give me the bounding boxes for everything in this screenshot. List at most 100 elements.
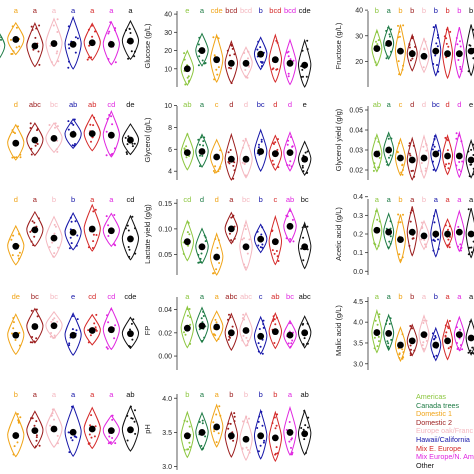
y-axis-label: pH xyxy=(143,424,152,434)
data-point xyxy=(17,420,20,423)
significance-letter: a xyxy=(71,390,76,399)
violin xyxy=(239,137,253,179)
data-point xyxy=(204,236,207,239)
data-point xyxy=(56,18,59,21)
violin xyxy=(442,318,454,361)
data-point xyxy=(72,123,75,126)
median-point xyxy=(12,432,20,439)
median-point xyxy=(183,238,191,246)
data-point xyxy=(203,336,206,339)
data-point xyxy=(455,164,458,167)
data-point xyxy=(183,52,186,55)
data-point xyxy=(183,331,185,334)
data-point xyxy=(214,318,217,321)
data-point xyxy=(444,136,447,139)
data-point xyxy=(111,414,114,417)
data-point xyxy=(131,145,134,148)
panel-r2c3: 0.02 0.03 0.04 0.05 Glycerol yield (g/g) ab a c… xyxy=(334,100,474,181)
data-point xyxy=(448,320,451,322)
data-point xyxy=(68,47,71,50)
significance-letter: b xyxy=(410,292,414,301)
data-point xyxy=(302,75,304,78)
data-point xyxy=(232,439,235,442)
violin xyxy=(297,221,312,270)
data-point xyxy=(229,316,232,319)
data-point xyxy=(385,323,387,325)
data-point xyxy=(73,144,76,147)
data-point xyxy=(87,56,90,59)
median-point xyxy=(50,234,58,242)
data-point xyxy=(11,25,14,28)
y-tick-label: 0.02 xyxy=(349,168,363,175)
data-point xyxy=(125,151,128,154)
data-point xyxy=(217,338,220,340)
significance-letter: a xyxy=(387,6,392,15)
data-point xyxy=(425,339,428,342)
y-tick-label: 0.04 xyxy=(158,307,172,314)
data-point xyxy=(212,421,215,424)
y-tick-label: 0.00 xyxy=(158,354,172,361)
significance-letter: bc xyxy=(50,292,58,301)
data-point xyxy=(128,248,131,251)
data-point xyxy=(14,132,16,135)
data-point xyxy=(399,221,402,224)
data-point xyxy=(54,122,57,125)
data-point xyxy=(67,25,70,28)
median-point xyxy=(257,50,265,58)
data-point xyxy=(467,150,470,153)
violin xyxy=(268,410,283,463)
data-point xyxy=(17,421,20,424)
data-point xyxy=(306,150,309,153)
data-point xyxy=(217,37,220,40)
data-point xyxy=(67,43,70,46)
data-point xyxy=(105,215,108,218)
y-tick-label: 4.0 xyxy=(353,320,363,327)
median-point xyxy=(227,225,235,233)
data-point xyxy=(259,444,262,447)
data-point xyxy=(185,145,188,148)
data-point xyxy=(455,137,458,140)
significance-letter: a xyxy=(375,195,380,204)
violin xyxy=(371,308,383,354)
data-point xyxy=(87,329,90,332)
y-tick-label: 0.0 xyxy=(353,269,363,276)
data-point xyxy=(75,329,78,332)
data-point xyxy=(276,316,278,319)
median-point xyxy=(444,152,451,160)
data-point xyxy=(198,36,201,39)
data-point xyxy=(90,24,93,27)
data-point xyxy=(436,36,439,39)
data-point xyxy=(114,61,117,64)
y-axis-label: Fructose (g/L) xyxy=(334,22,343,69)
data-point xyxy=(385,57,388,60)
data-point xyxy=(292,240,295,243)
data-point xyxy=(76,234,79,237)
data-point xyxy=(108,114,111,116)
violin xyxy=(180,410,195,459)
significance-letter: b xyxy=(259,195,263,204)
y-tick-label: 3.5 xyxy=(162,430,172,437)
data-point xyxy=(197,253,200,256)
significance-letter: bcd xyxy=(284,6,296,15)
data-point xyxy=(219,149,222,152)
data-point xyxy=(53,252,56,255)
violin xyxy=(45,407,63,449)
data-point xyxy=(34,445,37,448)
data-point xyxy=(423,38,425,41)
data-point xyxy=(114,27,117,30)
data-point xyxy=(372,169,375,172)
median-point xyxy=(12,36,20,43)
data-point xyxy=(94,30,96,33)
violin xyxy=(26,307,44,344)
data-point xyxy=(227,338,230,341)
data-point xyxy=(409,154,412,157)
data-point xyxy=(32,48,35,51)
data-point xyxy=(276,255,279,258)
data-point xyxy=(373,162,376,165)
median-point xyxy=(455,152,463,160)
data-point xyxy=(243,163,246,166)
data-point xyxy=(70,220,73,223)
data-point xyxy=(200,317,203,320)
median-point xyxy=(271,238,279,246)
data-point xyxy=(105,130,108,133)
